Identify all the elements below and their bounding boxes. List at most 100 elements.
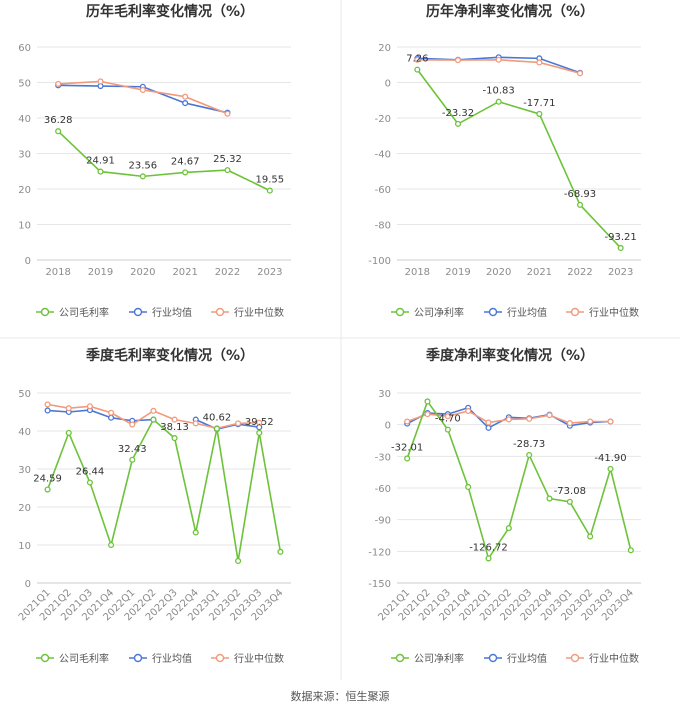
data-label: -23.32 <box>442 108 474 119</box>
data-label: -17.71 <box>523 98 555 109</box>
chart-title: 历年净利率变化情况（%） <box>426 3 594 20</box>
data-label: -93.21 <box>605 232 637 243</box>
data-point-industry_median <box>495 56 502 63</box>
data-point-company <box>224 167 231 174</box>
y-tick-label: -60 <box>375 484 391 495</box>
y-tick-label: 40 <box>18 114 31 125</box>
legend-swatch-marker <box>488 653 498 663</box>
x-tick-label: 2023 <box>257 267 282 278</box>
legend-item-company: 公司毛利率 <box>36 652 109 665</box>
data-point-industry_median <box>150 407 157 414</box>
data-point-industry_median <box>465 407 472 414</box>
y-tick-label: 20 <box>18 503 31 514</box>
y-tick-label: 60 <box>18 43 31 54</box>
chart-panel-0: 历年毛利率变化情况（%） 0 10 20 30 40 50 60 2018 2019 2020 202… <box>18 3 291 319</box>
legend-item-company: 公司净利率 <box>391 306 464 319</box>
data-point-company <box>108 541 115 549</box>
data-label: 7.26 <box>406 54 428 65</box>
x-tick-label: 2018 <box>405 267 430 278</box>
legend-item-industry_median: 行业中位数 <box>211 652 284 665</box>
data-point-company <box>55 128 62 135</box>
data-point-company <box>576 201 584 208</box>
y-tick-label: 50 <box>18 79 31 90</box>
data-point-company <box>505 525 512 532</box>
y-tick-label: -150 <box>368 579 391 590</box>
legend-swatch-marker <box>395 307 405 317</box>
data-point-industry_median <box>182 93 189 100</box>
data-point-industry_median <box>587 418 594 425</box>
data-point-company <box>277 548 284 555</box>
x-tick-label: 2022 <box>215 267 240 278</box>
legend-label: 公司净利率 <box>414 306 464 319</box>
legend-item-industry_median: 行业中位数 <box>211 306 284 319</box>
data-point-industry_median <box>454 57 462 64</box>
legend-label: 行业均值 <box>507 652 547 665</box>
y-tick-label: 50 <box>18 389 31 400</box>
data-point-company <box>566 498 573 505</box>
y-tick-label: 0 <box>25 579 31 590</box>
data-point-company <box>235 557 242 565</box>
data-point-industry_median <box>566 420 573 427</box>
legend-item-industry_median: 行业中位数 <box>566 306 639 319</box>
x-tick-label: 2021 <box>527 267 552 278</box>
legend-label: 行业均值 <box>507 306 547 319</box>
data-point-company <box>86 479 93 486</box>
data-point-industry_median <box>235 420 242 427</box>
data-label: 24.67 <box>171 156 200 167</box>
data-point-industry_median <box>404 418 411 425</box>
legend-swatch-marker <box>488 307 498 317</box>
x-tick-label: 2019 <box>88 267 113 278</box>
data-point-industry_median <box>576 70 584 77</box>
data-point-company <box>150 416 157 423</box>
data-point-company <box>465 483 472 490</box>
series-line-company <box>57 130 271 192</box>
data-point-company <box>171 435 178 442</box>
legend-swatch-marker <box>570 307 580 317</box>
data-point-industry_median <box>55 80 62 87</box>
y-tick-label: 30 <box>378 389 391 400</box>
data-point-industry_median <box>192 420 199 427</box>
x-tick-label: 2019 <box>445 267 470 278</box>
data-point-industry_median <box>65 405 72 412</box>
data-point-company <box>414 66 421 73</box>
data-point-company <box>266 187 273 194</box>
data-point-industry_median <box>171 416 178 423</box>
data-point-company <box>213 425 220 432</box>
chart-panel-3: 季度净利率变化情况（%）-150-120-90-60-300302021Q120… <box>368 347 641 665</box>
data-label: -4.70 <box>435 414 461 425</box>
y-tick-label: -80 <box>375 221 391 232</box>
y-tick-label: -60 <box>375 185 391 196</box>
data-point-company <box>182 169 189 176</box>
chart-panel-2: 季度毛利率变化情况（%）010203040502021Q12021Q22021Q… <box>17 347 291 665</box>
legend-label: 公司毛利率 <box>59 306 109 319</box>
data-point-company <box>65 429 72 436</box>
y-tick-label: 30 <box>18 465 31 476</box>
data-point-industry_median <box>424 411 431 418</box>
y-tick-label: 40 <box>18 427 31 438</box>
legend-item-industry_avg: 行业均值 <box>484 652 547 665</box>
y-tick-label: -30 <box>375 452 391 463</box>
chart-panel-1: 历年净利率变化情况（%） -100 -80 -60 -40 -20 0 20 2018 2019 2… <box>368 3 641 319</box>
legend-item-industry_avg: 行业均值 <box>129 306 192 319</box>
data-label: 23.56 <box>129 160 158 171</box>
data-point-industry_median <box>86 403 93 410</box>
data-point-company <box>454 120 462 127</box>
data-point-company <box>424 398 431 405</box>
data-point-company <box>404 455 411 462</box>
data-point-industry_median <box>607 418 614 425</box>
legend-swatch-marker <box>133 307 143 317</box>
legend-label: 行业中位数 <box>589 652 639 665</box>
data-point-industry_median <box>505 416 512 423</box>
data-point-company <box>97 168 104 175</box>
data-point-company <box>44 486 51 493</box>
series-line-company <box>46 418 282 562</box>
data-point-company <box>444 426 451 433</box>
chart-title: 季度净利率变化情况（%） <box>425 347 594 364</box>
data-label: 25.32 <box>213 154 242 165</box>
data-point-industry_median <box>256 419 263 426</box>
data-point-industry_median <box>129 421 136 428</box>
data-point-industry_median <box>485 419 492 426</box>
data-point-company <box>617 244 624 251</box>
y-tick-label: 20 <box>18 185 31 196</box>
data-label: 24.91 <box>86 156 115 167</box>
